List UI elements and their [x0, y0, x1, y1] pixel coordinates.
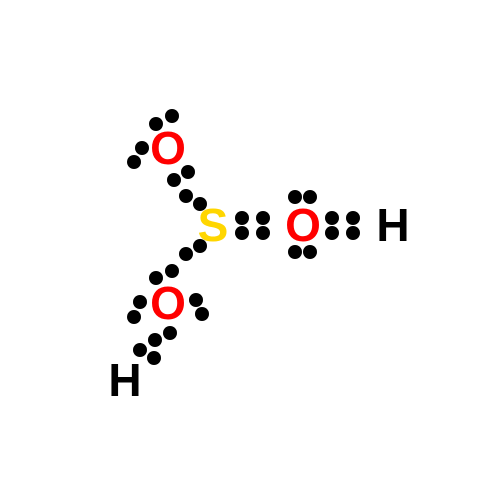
electron-dot — [179, 189, 193, 203]
atom-o2: O — [285, 202, 321, 248]
electron-dot — [193, 239, 207, 253]
electron-dot — [127, 155, 141, 169]
electron-dot — [325, 226, 339, 240]
atom-h2: H — [108, 357, 141, 403]
atom-o3: O — [150, 280, 186, 326]
electron-dot — [288, 245, 302, 259]
electron-dot — [189, 293, 203, 307]
electron-dot — [325, 211, 339, 225]
electron-dot — [193, 197, 207, 211]
electron-dot — [288, 190, 302, 204]
electron-dot — [127, 310, 141, 324]
electron-dot — [303, 245, 317, 259]
electron-dot — [346, 226, 360, 240]
electron-dot — [149, 117, 163, 131]
electron-dot — [165, 109, 179, 123]
electron-dot — [346, 211, 360, 225]
atom-o1: O — [150, 125, 186, 171]
atom-h1: H — [376, 202, 409, 248]
electron-dot — [235, 226, 249, 240]
electron-dot — [165, 264, 179, 278]
electron-dot — [149, 271, 163, 285]
electron-dot — [148, 333, 162, 347]
electron-dot — [303, 190, 317, 204]
electron-dot — [133, 295, 147, 309]
electron-dot — [179, 247, 193, 261]
electron-dot — [135, 141, 149, 155]
electron-dot — [133, 343, 147, 357]
electron-dot — [235, 211, 249, 225]
electron-dot — [147, 351, 161, 365]
lewis-structure-canvas: S O O O H H — [0, 0, 500, 500]
electron-dot — [181, 165, 195, 179]
electron-dot — [163, 326, 177, 340]
electron-dot — [195, 307, 209, 321]
electron-dot — [167, 173, 181, 187]
electron-dot — [256, 211, 270, 225]
electron-dot — [256, 226, 270, 240]
